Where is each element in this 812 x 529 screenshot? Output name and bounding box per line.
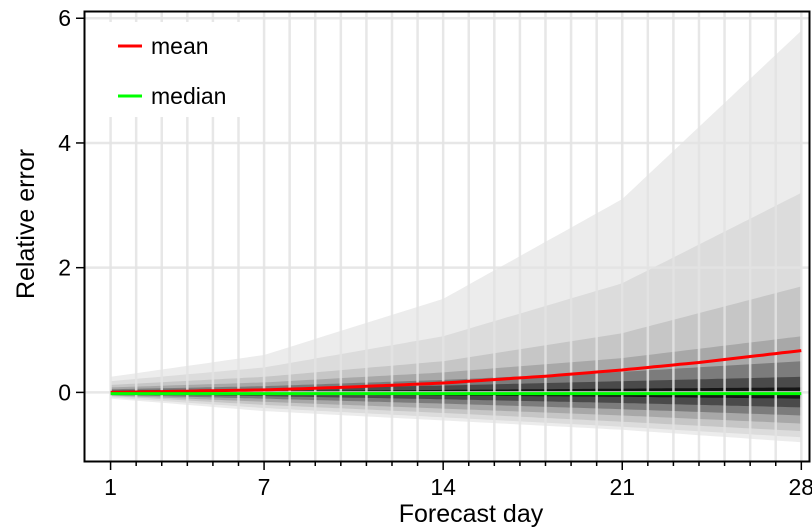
plot-frame [83,10,811,463]
legend-label-median: median [151,83,226,109]
legend: mean median [105,22,245,117]
y-tick-label: 2 [58,255,71,281]
y-tick-label: 4 [58,130,71,156]
x-tick-label: 21 [609,474,635,500]
y-axis-title: Relative error [12,149,40,299]
data-series [110,349,802,396]
axes: 1 7 14 21 28 0 2 4 6 [58,5,812,500]
y-tick-label: 0 [58,379,71,405]
x-tick-label: 28 [789,474,812,500]
legend-label-mean: mean [151,33,209,59]
x-tick-label: 14 [430,474,456,500]
x-tick-label: 1 [104,474,117,500]
x-tick-label: 7 [258,474,271,500]
x-axis-title: Forecast day [399,500,544,528]
y-tick-label: 6 [58,5,71,31]
series-line-mean [110,349,802,394]
legend-background [105,22,245,117]
